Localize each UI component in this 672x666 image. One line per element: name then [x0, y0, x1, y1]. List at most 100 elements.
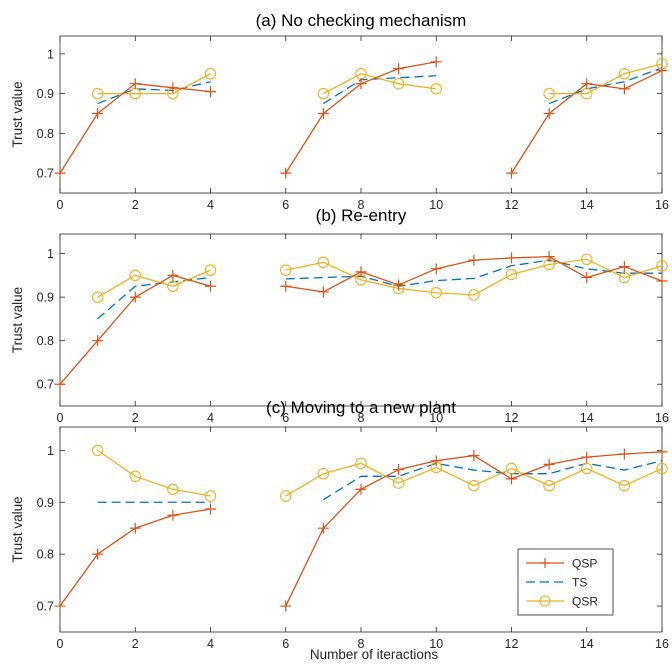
point-qsp	[129, 78, 141, 90]
point-qsp	[129, 522, 141, 534]
series-line-qsr	[97, 449, 211, 497]
y-tick-label: 0.8	[37, 127, 54, 141]
y-tick-label: 0.7	[37, 600, 54, 614]
point-qsp	[506, 473, 517, 485]
series-line-ts	[323, 460, 663, 501]
point-qsp	[355, 483, 367, 495]
point-qsp	[205, 280, 216, 292]
point-qsp	[280, 167, 292, 179]
point-qsp	[430, 455, 442, 467]
point-qsp	[506, 252, 517, 264]
point-qsp	[656, 65, 668, 77]
panel-title: (b) Re-entry	[316, 206, 407, 225]
point-qsr	[543, 479, 555, 492]
point-qsp	[92, 548, 104, 560]
point-qsr	[204, 68, 217, 80]
x-tick-label: 6	[282, 411, 289, 425]
point-qsp	[54, 378, 66, 390]
point-qsp	[167, 509, 179, 521]
series-line-qsr	[285, 258, 663, 296]
point-qsp	[543, 108, 555, 120]
point-qsr	[279, 264, 292, 276]
panel-1: (a) No checking mechanism Trust value 0 2 4 6…	[10, 11, 669, 212]
point-qsp	[581, 78, 593, 90]
legend-label: QSR	[572, 595, 598, 609]
series-line-qsr	[285, 462, 663, 497]
series-line-ts	[97, 276, 211, 320]
point-qsr	[167, 483, 179, 496]
point-qsr	[618, 271, 631, 284]
point-qsp	[581, 451, 593, 463]
point-qsp	[618, 448, 630, 460]
legend-label: QSP	[572, 557, 597, 571]
x-tick-label: 0	[57, 637, 64, 651]
point-qsp	[280, 600, 292, 612]
point-qsr	[204, 264, 217, 276]
x-tick-label: 0	[57, 411, 64, 425]
point-qsr	[656, 260, 668, 272]
point-qsp	[543, 251, 555, 263]
point-qsp	[317, 522, 329, 534]
y-tick-label: 1	[47, 47, 54, 61]
x-tick-label: 2	[132, 411, 139, 425]
panel-title: (a) No checking mechanism	[256, 11, 467, 30]
x-tick-label: 6	[282, 198, 289, 212]
x-axis-label: Number of iteractions	[310, 647, 439, 662]
point-qsp	[656, 446, 668, 458]
point-qsr	[279, 490, 292, 502]
point-qsr	[167, 280, 179, 293]
legend-marker	[540, 558, 550, 568]
point-qsr	[430, 83, 442, 95]
point-qsp	[167, 82, 179, 94]
x-tick-label: 8	[358, 198, 365, 212]
point-qsp	[430, 56, 442, 68]
point-qsr	[91, 87, 104, 100]
point-qsr	[91, 291, 104, 303]
series-line-qsr	[97, 73, 211, 95]
y-axis-label: Trust value	[10, 287, 25, 353]
point-qsr	[317, 256, 330, 269]
series-line-ts	[97, 81, 211, 105]
point-qsp	[167, 269, 179, 281]
series-line-qsr	[323, 73, 437, 95]
x-tick-label: 14	[580, 198, 594, 212]
point-qsp	[54, 600, 66, 612]
y-tick-label: 0.7	[37, 378, 54, 392]
point-qsp	[205, 86, 216, 98]
point-qsp	[581, 272, 593, 284]
point-qsr	[355, 457, 367, 470]
x-tick-label: 12	[505, 411, 519, 425]
point-qsr	[392, 77, 405, 90]
y-tick-label: 0.9	[37, 291, 54, 305]
point-qsp	[393, 63, 405, 75]
point-qsp	[317, 108, 329, 120]
point-qsr	[505, 268, 518, 281]
point-qsp	[355, 78, 367, 90]
point-qsr	[317, 87, 330, 100]
y-tick-label: 0.9	[37, 87, 54, 101]
point-qsp	[129, 291, 141, 303]
point-qsr	[618, 479, 631, 492]
point-qsp	[355, 266, 367, 278]
point-qsp	[618, 83, 630, 95]
x-tick-label: 6	[282, 637, 289, 651]
panel-title: (c) Moving to a new plant	[266, 398, 456, 417]
x-tick-label: 16	[655, 411, 669, 425]
x-tick-label: 4	[207, 411, 214, 425]
x-tick-label: 16	[655, 637, 669, 651]
legend-label: TS	[572, 576, 587, 590]
x-tick-label: 10	[429, 411, 443, 425]
y-tick-label: 0.7	[37, 167, 54, 181]
point-qsr	[204, 490, 217, 502]
point-qsr	[618, 68, 631, 80]
point-qsp	[54, 167, 66, 179]
point-qsp	[393, 279, 405, 291]
x-tick-label: 0	[57, 198, 64, 212]
point-qsr	[430, 287, 442, 299]
x-tick-label: 12	[505, 198, 519, 212]
series-line-ts	[285, 259, 662, 287]
panel-3: (c) Moving to a new plant Trust value 0 2 4 6…	[10, 398, 669, 651]
legend: QSP TS QSR	[517, 548, 614, 616]
point-qsr	[91, 444, 104, 457]
